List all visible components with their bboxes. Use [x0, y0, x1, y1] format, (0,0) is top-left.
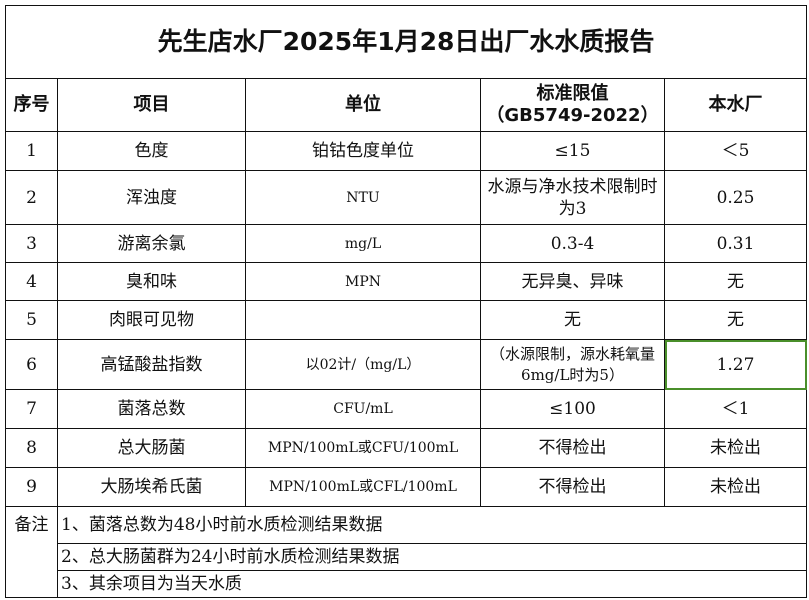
cell-unit[interactable]: mg/L	[245, 224, 481, 263]
table-row: 6 高锰酸盐指数 以02计/（mg/L） （水源限制，源水耗氧量6mg/L时为5…	[5, 339, 807, 390]
table-row: 7 菌落总数 CFU/mL ≤100 ＜1	[5, 389, 807, 429]
cell-limit[interactable]: 0.3-4	[480, 224, 665, 263]
cell-limit[interactable]: 无异臭、异味	[480, 262, 665, 301]
cell-limit[interactable]: 不得检出	[480, 428, 665, 468]
cell-item[interactable]: 高锰酸盐指数	[57, 339, 246, 390]
header-limit-line2: （GB5749-2022）	[486, 105, 659, 126]
table-row: 1 色度 铂钴色度单位 ≤15 ＜5	[5, 131, 807, 171]
cell-plant[interactable]: ＜5	[664, 131, 807, 171]
cell-limit[interactable]: 无	[480, 300, 665, 340]
table-row: 3 游离余氯 mg/L 0.3-4 0.31	[5, 224, 807, 263]
cell-plant-selected[interactable]: 1.27	[664, 339, 807, 390]
table-row: 8 总大肠菌 MPN/100mL或CFU/100mL 不得检出 未检出	[5, 428, 807, 468]
cell-index[interactable]: 6	[5, 339, 58, 390]
report-title[interactable]: 先生店水厂2025年1月28日出厂水水质报告	[5, 5, 807, 79]
cell-item[interactable]: 浑浊度	[57, 170, 246, 225]
cell-plant[interactable]: ＜1	[664, 389, 807, 429]
cell-unit[interactable]: 以02计/（mg/L）	[245, 339, 481, 390]
cell-unit[interactable]	[245, 300, 481, 340]
cell-unit[interactable]: MPN	[245, 262, 481, 301]
cell-plant[interactable]: 未检出	[664, 428, 807, 468]
cell-item[interactable]: 臭和味	[57, 262, 246, 301]
note-item[interactable]: 3、其余项目为当天水质	[57, 570, 807, 598]
header-limit[interactable]: 标准限值 （GB5749-2022）	[480, 78, 665, 132]
cell-index[interactable]: 7	[5, 389, 58, 429]
cell-unit[interactable]: CFU/mL	[245, 389, 481, 429]
cell-index[interactable]: 3	[5, 224, 58, 263]
cell-item[interactable]: 大肠埃希氏菌	[57, 467, 246, 507]
cell-index[interactable]: 5	[5, 300, 58, 340]
cell-item[interactable]: 色度	[57, 131, 246, 171]
cell-unit[interactable]: MPN/100mL或CFL/100mL	[245, 467, 481, 507]
cell-limit[interactable]: （水源限制，源水耗氧量6mg/L时为5）	[480, 339, 665, 390]
cell-unit[interactable]: 铂钴色度单位	[245, 131, 481, 171]
header-unit[interactable]: 单位	[245, 78, 481, 132]
cell-plant[interactable]: 无	[664, 262, 807, 301]
cell-plant[interactable]: 0.31	[664, 224, 807, 263]
header-index[interactable]: 序号	[5, 78, 58, 132]
cell-index[interactable]: 4	[5, 262, 58, 301]
header-limit-line1: 标准限值	[536, 83, 609, 104]
cell-item[interactable]: 总大肠菌	[57, 428, 246, 468]
cell-item[interactable]: 菌落总数	[57, 389, 246, 429]
cell-unit[interactable]: MPN/100mL或CFU/100mL	[245, 428, 481, 468]
cell-item[interactable]: 肉眼可见物	[57, 300, 246, 340]
cell-index[interactable]: 1	[5, 131, 58, 171]
note-item[interactable]: 1、菌落总数为48小时前水质检测结果数据	[57, 506, 807, 544]
notes-label[interactable]: 备注	[5, 506, 58, 598]
note-item[interactable]: 2、总大肠菌群为24小时前水质检测结果数据	[57, 543, 807, 571]
cell-unit[interactable]: NTU	[245, 170, 481, 225]
cell-plant[interactable]: 0.25	[664, 170, 807, 225]
cell-limit[interactable]: ≤15	[480, 131, 665, 171]
table-row: 9 大肠埃希氏菌 MPN/100mL或CFL/100mL 不得检出 未检出	[5, 467, 807, 507]
cell-plant[interactable]: 无	[664, 300, 807, 340]
cell-plant[interactable]: 未检出	[664, 467, 807, 507]
water-quality-report-table: 先生店水厂2025年1月28日出厂水水质报告 序号 项目 单位 标准限值 （GB5…	[5, 5, 807, 598]
cell-index[interactable]: 2	[5, 170, 58, 225]
cell-limit[interactable]: ≤100	[480, 389, 665, 429]
cell-index[interactable]: 9	[5, 467, 58, 507]
table-row: 2 浑浊度 NTU 水源与净水技术限制时为3 0.25	[5, 170, 807, 225]
table-row: 4 臭和味 MPN 无异臭、异味 无	[5, 262, 807, 301]
header-item[interactable]: 项目	[57, 78, 246, 132]
cell-limit[interactable]: 不得检出	[480, 467, 665, 507]
cell-item[interactable]: 游离余氯	[57, 224, 246, 263]
table-row: 5 肉眼可见物 无 无	[5, 300, 807, 340]
header-plant[interactable]: 本水厂	[664, 78, 807, 132]
cell-index[interactable]: 8	[5, 428, 58, 468]
cell-limit[interactable]: 水源与净水技术限制时为3	[480, 170, 665, 225]
